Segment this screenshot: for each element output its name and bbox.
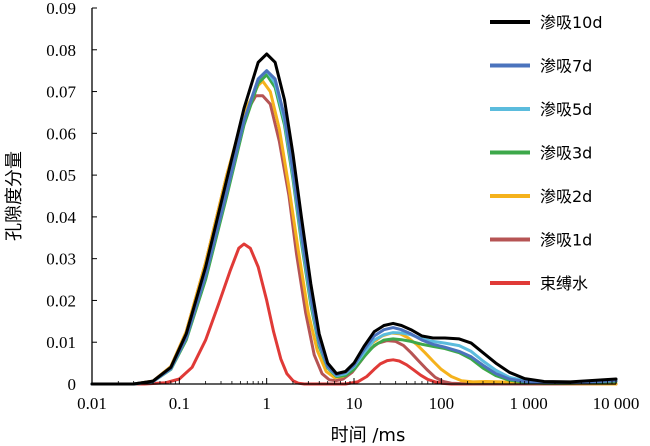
series-curves xyxy=(90,52,618,386)
series-line-3 xyxy=(90,73,618,386)
legend-label-4: 渗吸2d xyxy=(540,187,592,206)
axes xyxy=(91,8,616,385)
x-tick-label: 100 xyxy=(429,394,455,413)
x-axis-title: 时间 /ms xyxy=(331,425,406,446)
series-line-5 xyxy=(90,94,618,386)
x-tick-label: 10 xyxy=(346,394,363,413)
legend-label-0: 渗吸10d xyxy=(540,13,603,32)
y-tick-label: 0.05 xyxy=(46,166,76,185)
legend-label-5: 渗吸1d xyxy=(540,231,592,250)
y-tick-label: 0.02 xyxy=(46,291,76,310)
series-line-0 xyxy=(90,52,618,386)
y-axis-title: 孔隙度分量 xyxy=(4,151,25,241)
legend-label-6: 束缚水 xyxy=(540,274,588,293)
y-ticks: 0 0.01 0.02 0.03 0.04 0.05 0.06 0.07 0.08 0.09 xyxy=(46,0,97,394)
y-tick-label: 0.09 xyxy=(46,0,76,18)
series-line-1 xyxy=(90,69,618,386)
y-tick-label: 0 xyxy=(68,375,77,394)
x-tick-label: 0.01 xyxy=(77,394,107,413)
x-tick-label: 10 000 xyxy=(593,394,640,413)
series-line-4 xyxy=(90,79,618,386)
x-tick-label: 1 xyxy=(262,394,271,413)
x-tick-label: 1 000 xyxy=(510,394,548,413)
y-tick-label: 0.03 xyxy=(46,250,76,269)
legend-label-2: 渗吸5d xyxy=(540,100,592,119)
y-tick-label: 0.07 xyxy=(46,83,76,102)
x-ticks: 0.01 0.1 1 10 100 1 000 10 000 xyxy=(77,378,639,413)
legend-label-1: 渗吸7d xyxy=(540,57,592,76)
y-tick-label: 0.06 xyxy=(46,124,76,143)
x-tick-label: 0.1 xyxy=(169,394,190,413)
series-line-2 xyxy=(90,69,618,386)
legend: 渗吸10d 渗吸7d 渗吸5d 渗吸3d 渗吸2d 渗吸1d 束缚水 xyxy=(490,13,603,293)
y-tick-label: 0.04 xyxy=(46,208,76,227)
legend-label-3: 渗吸3d xyxy=(540,144,592,163)
y-tick-label: 0.08 xyxy=(46,41,76,60)
y-tick-label: 0.01 xyxy=(46,333,76,352)
